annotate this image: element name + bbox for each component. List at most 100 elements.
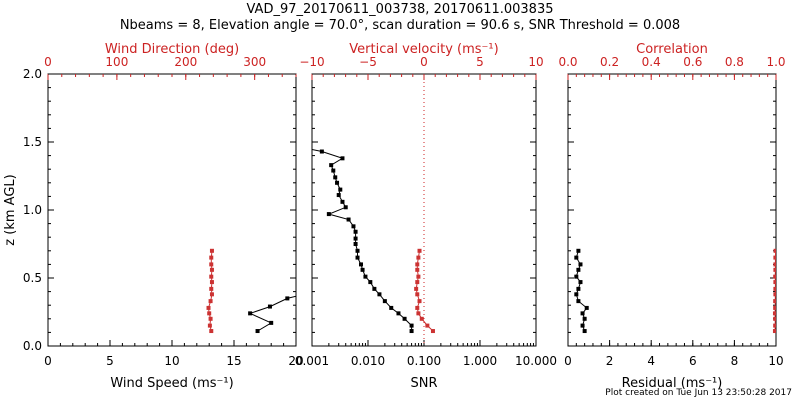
top-tick-label: 5 [476, 55, 484, 69]
bottom-axis-label: Residual (ms⁻¹) [622, 376, 723, 391]
bottom-tick-label: 6 [689, 354, 697, 368]
figure-subtitle: Nbeams = 8, Elevation angle = 70.0°, sca… [119, 18, 681, 33]
series-group [574, 248, 776, 334]
y-tick-label: 0.5 [23, 271, 42, 285]
black-data-point [293, 144, 297, 148]
black-data-point [331, 168, 336, 173]
red-data-point [209, 292, 214, 297]
black-data-point [329, 163, 334, 168]
red-data-point [415, 292, 420, 297]
black-data-point [409, 323, 414, 328]
panel-3: 0 2 4 6 8 10 Residual (ms⁻¹) 0.0 0.2 0.4 0.6 0.8 1.0… [558, 42, 785, 391]
red-data-point [207, 311, 212, 316]
top-tick-label: 0.0 [558, 55, 577, 69]
black-data-point [582, 329, 587, 334]
bottom-tick-label: 0 [44, 354, 52, 368]
red-data-point [773, 316, 776, 321]
red-data-point [209, 262, 214, 267]
black-data-point [368, 280, 373, 285]
black-data-point [382, 299, 387, 304]
bottom-tick-label: 4 [647, 354, 655, 368]
black-data-point [574, 274, 579, 279]
red-data-point [208, 299, 213, 304]
black-data-point [248, 311, 253, 316]
black-data-point [576, 267, 581, 272]
red-data-point [416, 274, 421, 279]
red-data-point [773, 286, 776, 291]
bottom-tick-label: 2 [606, 354, 614, 368]
top-axis-label: Correlation [636, 42, 708, 57]
top-tick-label: 300 [243, 55, 266, 69]
bottom-axis-label: SNR [410, 376, 437, 391]
black-data-point [578, 280, 583, 285]
red-data-point [773, 299, 776, 304]
black-data-point [269, 320, 274, 325]
black-data-point [580, 323, 585, 328]
bottom-tick-label: 10 [164, 354, 179, 368]
red-data-point [209, 274, 214, 279]
black-data-point [355, 248, 360, 253]
red-data-point [209, 267, 214, 272]
bottom-tick-label: 1.000 [463, 354, 497, 368]
black-data-point [372, 286, 377, 291]
black-series-line [248, 295, 296, 332]
red-data-point [209, 255, 214, 260]
red-data-point [414, 286, 419, 291]
black-data-point [574, 292, 579, 297]
bottom-tick-label: 10 [768, 354, 783, 368]
top-tick-label: 200 [174, 55, 197, 69]
series-group [206, 248, 323, 334]
black-data-point [582, 316, 587, 321]
red-data-point [415, 305, 420, 310]
black-data-point [343, 205, 348, 210]
red-data-point [772, 329, 776, 334]
bottom-tick-label: 15 [226, 354, 241, 368]
top-axis-label: Vertical velocity (ms⁻¹) [349, 42, 498, 57]
top-axis-label: Wind Direction (deg) [105, 42, 239, 57]
black-data-point [340, 156, 345, 161]
red-data-point [208, 316, 213, 321]
black-data-point [409, 329, 414, 334]
bottom-tick-label: 5 [106, 354, 114, 368]
panel-2: 0.001 0.010 0.100 1.000 10.000 SNR −10 −5 0 5 10 Ve… [293, 42, 557, 391]
red-data-point [773, 305, 776, 310]
black-data-point [353, 236, 358, 241]
top-tick-label: 0.4 [642, 55, 661, 69]
bottom-tick-label: 0.100 [407, 354, 441, 368]
black-data-point [576, 248, 581, 253]
y-tick-label: 1.5 [23, 135, 42, 149]
black-data-point [363, 274, 368, 279]
black-data-point [574, 255, 579, 260]
black-data-point [326, 212, 331, 217]
red-data-point [773, 274, 776, 279]
red-data-point [773, 248, 776, 253]
top-tick-label: 0.2 [600, 55, 619, 69]
black-data-point [285, 296, 290, 301]
figure-title: VAD_97_20170611_003738, 20170611.003835 [246, 2, 554, 17]
red-data-point [415, 280, 420, 285]
top-tick-label: 10 [528, 55, 543, 69]
red-data-point [773, 255, 776, 260]
black-data-point [319, 288, 323, 292]
plot-frame [567, 73, 777, 347]
top-tick-label: 1.0 [766, 55, 785, 69]
y-tick-label: 0.0 [23, 339, 42, 353]
black-data-point [355, 255, 360, 260]
black-data-point [267, 304, 272, 309]
top-tick-label: 0 [420, 55, 428, 69]
red-data-point [416, 255, 421, 260]
black-data-point [353, 229, 358, 234]
black-data-point [584, 305, 589, 310]
black-data-point [389, 305, 394, 310]
black-data-point [338, 187, 343, 192]
black-data-point [319, 149, 324, 154]
top-tick-label: −5 [359, 55, 377, 69]
red-data-point [419, 316, 424, 321]
red-data-point [773, 280, 776, 285]
bottom-tick-label: 0 [564, 354, 572, 368]
black-data-point [255, 329, 260, 334]
bottom-tick-label: 0.010 [351, 354, 385, 368]
bottom-tick-label: 10.000 [515, 354, 557, 368]
y-axis-label: z (km AGL) [3, 174, 18, 245]
